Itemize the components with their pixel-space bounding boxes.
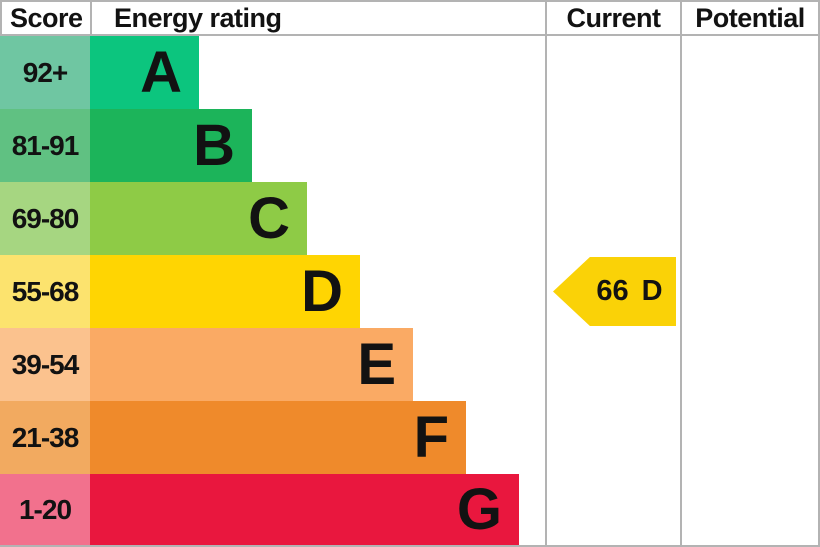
band-bar-track: F <box>90 401 545 474</box>
potential-cell-e <box>680 328 820 401</box>
band-letter-g: G <box>456 476 502 542</box>
band-bar-track: A <box>90 36 545 109</box>
score-range-f: 21-38 <box>0 401 90 474</box>
band-bar-d: D <box>90 255 360 328</box>
current-rating-arrow: 66 D <box>553 257 676 326</box>
band-letter-b: B <box>193 112 235 178</box>
header-potential: Potential <box>680 2 820 34</box>
band-row-b: 81-91 B <box>0 109 820 182</box>
band-bar-track: G <box>90 474 545 545</box>
score-range-b: 81-91 <box>0 109 90 182</box>
potential-cell-f <box>680 401 820 474</box>
header-score: Score <box>0 2 90 34</box>
score-range-g: 1-20 <box>0 474 90 545</box>
band-bar-track: B <box>90 109 545 182</box>
band-row-d: 55-68 D 66 D <box>0 255 820 328</box>
band-letter-f: F <box>413 404 449 470</box>
current-cell-f <box>545 401 680 474</box>
current-band-letter: D <box>641 275 663 307</box>
band-bar-c: C <box>90 182 307 255</box>
current-cell-g <box>545 474 680 545</box>
band-bar-f: F <box>90 401 466 474</box>
band-bar-track: D <box>90 255 545 328</box>
band-bar-b: B <box>90 109 252 182</box>
current-cell-b <box>545 109 680 182</box>
current-cell-e <box>545 328 680 401</box>
band-letter-a: A <box>140 39 182 105</box>
band-letter-e: E <box>357 331 396 397</box>
band-bar-e: E <box>90 328 413 401</box>
band-row-a: 92+ A <box>0 36 820 109</box>
score-range-d: 55-68 <box>0 255 90 328</box>
band-row-e: 39-54 E <box>0 328 820 401</box>
current-score-value: 66 <box>596 275 629 307</box>
band-row-g: 1-20 G <box>0 474 820 547</box>
score-range-c: 69-80 <box>0 182 90 255</box>
band-bar-g: G <box>90 474 519 545</box>
band-bar-a: A <box>90 36 199 109</box>
potential-cell-d <box>680 255 820 328</box>
band-row-c: 69-80 C <box>0 182 820 255</box>
band-letter-c: C <box>248 185 290 251</box>
current-cell-d: 66 D <box>545 255 680 328</box>
band-bar-track: C <box>90 182 545 255</box>
potential-cell-g <box>680 474 820 545</box>
current-cell-a <box>545 36 680 109</box>
score-range-a: 92+ <box>0 36 90 109</box>
potential-cell-b <box>680 109 820 182</box>
band-bar-track: E <box>90 328 545 401</box>
band-row-f: 21-38 F <box>0 401 820 474</box>
band-letter-d: D <box>301 258 343 324</box>
current-cell-c <box>545 182 680 255</box>
header-current: Current <box>545 2 680 34</box>
header-energy-rating: Energy rating <box>90 2 545 34</box>
header-row: Score Energy rating Current Potential <box>0 0 820 36</box>
score-range-e: 39-54 <box>0 328 90 401</box>
potential-cell-a <box>680 36 820 109</box>
potential-cell-c <box>680 182 820 255</box>
